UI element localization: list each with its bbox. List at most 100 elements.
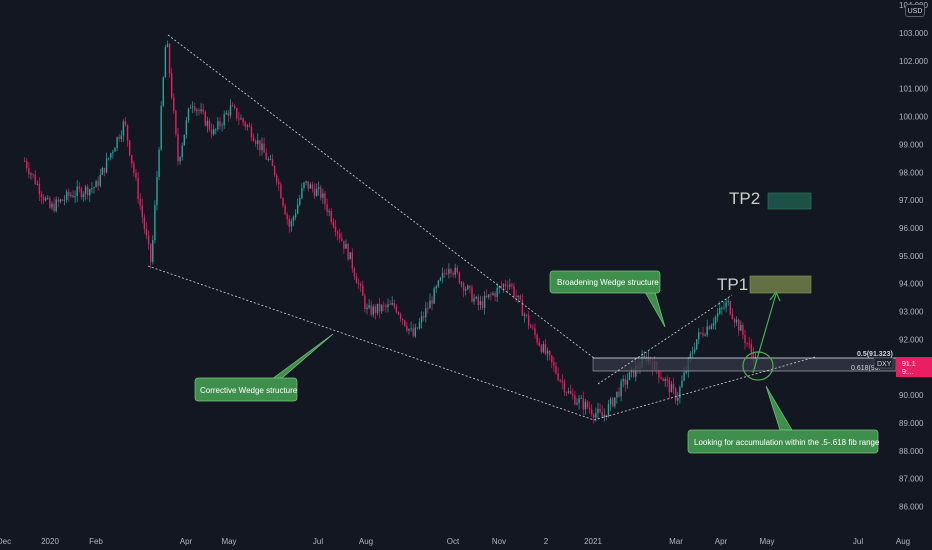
candle-down: [271, 158, 274, 166]
candle-up: [620, 381, 622, 397]
x-tick-label: Oct: [447, 537, 460, 546]
candle-down: [611, 398, 614, 407]
candle-up: [387, 304, 389, 308]
candle-down: [38, 183, 41, 195]
candle-down: [61, 199, 64, 201]
candle-down: [124, 121, 127, 125]
tp2-zone: TP2: [729, 189, 812, 210]
x-tick-label: Mar: [669, 537, 683, 546]
candle-up: [517, 295, 519, 297]
candle-down: [559, 380, 561, 381]
currency-badge[interactable]: USD: [905, 4, 925, 17]
candle-up: [714, 316, 717, 324]
callout-corrective: Corrective Wedge structure: [194, 333, 334, 402]
candle-up: [156, 176, 158, 206]
candle-down: [555, 365, 557, 374]
candle-down: [210, 129, 213, 135]
candle-up: [626, 380, 629, 385]
candle-down: [551, 355, 553, 363]
candle-up: [30, 174, 32, 175]
tp2-box: [767, 192, 812, 210]
callout-accumulation-box: [687, 429, 879, 454]
candle-down: [320, 187, 322, 198]
candle-down: [177, 134, 179, 162]
candle-down: [347, 243, 349, 260]
candle-down: [742, 325, 744, 335]
candle-down: [131, 155, 133, 164]
candle-up: [595, 413, 597, 418]
callout-accumulation-text: Looking for accumulation within the .5-.…: [694, 438, 880, 447]
candle-up: [441, 272, 444, 278]
candle-up: [712, 323, 715, 326]
candle-down: [307, 181, 309, 189]
candle-down: [374, 306, 377, 314]
candle-down: [527, 315, 530, 326]
candle-up: [698, 332, 700, 340]
candle-up: [719, 307, 721, 314]
candle-down: [395, 306, 398, 312]
x-tick-label: Nov: [492, 537, 506, 546]
candle-up: [107, 157, 110, 159]
candle-up: [435, 286, 437, 289]
candle-down: [427, 308, 429, 309]
candle-down: [731, 314, 734, 319]
candle-up: [196, 109, 198, 111]
candle-down: [674, 388, 677, 401]
candle-down: [746, 342, 748, 344]
candle-down: [431, 300, 433, 304]
candle-down: [244, 122, 246, 127]
y-tick-label: 98.000: [899, 168, 924, 177]
x-axis[interactable]: Dec 2020 Feb Apr May Jul Aug Oct Nov 2 2021 Mar Apr M…: [0, 537, 910, 546]
candle-down: [32, 174, 34, 175]
candle-up: [349, 252, 351, 260]
corrective-upper-line: [167, 34, 595, 359]
candle-up: [328, 211, 330, 212]
candle-up: [628, 372, 631, 381]
candle-up: [305, 181, 307, 183]
candle-down: [311, 184, 314, 189]
y-tick-label: 87.000: [899, 475, 924, 484]
candle-down: [563, 382, 566, 393]
candle-down: [452, 273, 454, 275]
candle-down: [519, 295, 521, 300]
x-tick-label: Aug: [359, 537, 373, 546]
price-badge-value: 91.1: [902, 361, 916, 368]
candle-down: [572, 393, 574, 396]
candle-down: [202, 109, 204, 112]
tp1-box: [749, 275, 812, 294]
candle-up: [670, 384, 673, 393]
candle-down: [143, 217, 146, 229]
candle-up: [488, 294, 490, 298]
candle-down: [536, 334, 538, 343]
candle-up: [614, 397, 616, 407]
candle-down: [28, 168, 30, 175]
candle-up: [122, 121, 125, 136]
candle-down: [660, 377, 662, 379]
candle-up: [509, 284, 511, 287]
candle-up: [380, 305, 383, 312]
accumulation-ellipse: [742, 351, 774, 381]
candle-up: [101, 167, 104, 175]
candle-down: [450, 269, 452, 274]
candle-down: [385, 305, 387, 308]
candle-up: [84, 186, 87, 194]
candle-down: [748, 343, 750, 345]
x-tick-label: May: [759, 537, 774, 546]
candle-up: [448, 269, 450, 274]
candle-up: [425, 308, 427, 318]
candle-down: [416, 327, 419, 329]
candle-down: [471, 287, 473, 302]
x-tick-label: 2020: [41, 537, 59, 546]
candle-down: [219, 121, 221, 126]
candle-down: [265, 152, 267, 160]
projection-arrow: [752, 293, 777, 374]
candle-up: [63, 199, 66, 201]
x-tick-label: Feb: [89, 537, 103, 546]
candle-up: [414, 327, 416, 337]
candle-down: [708, 326, 710, 330]
candle-down: [506, 286, 509, 287]
candle-down: [118, 137, 120, 139]
candle-up: [410, 328, 412, 330]
candle-up: [635, 365, 637, 377]
